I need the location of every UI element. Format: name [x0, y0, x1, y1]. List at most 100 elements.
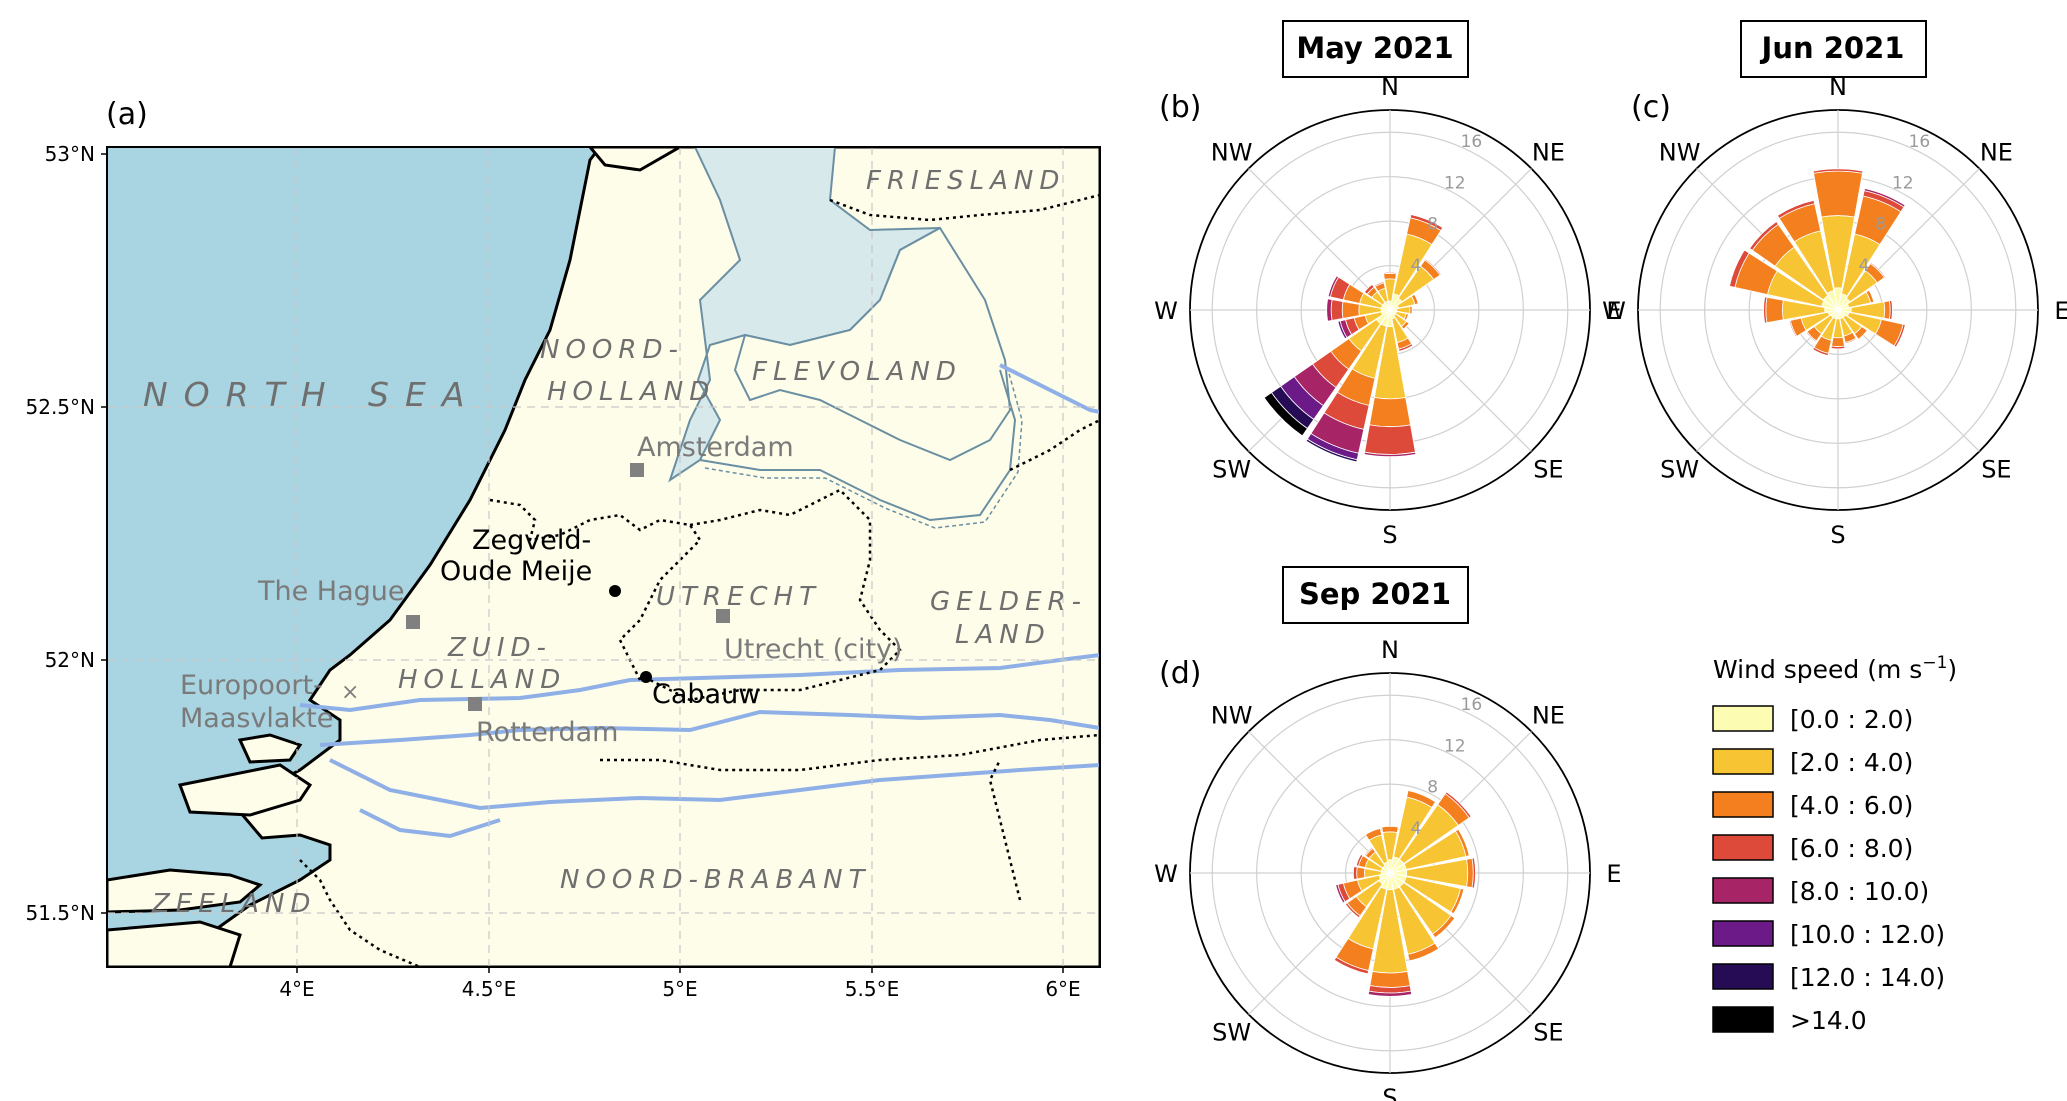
rose-bar-s-bin2 [1831, 336, 1845, 348]
veluwemeer [699, 369, 1017, 522]
dir-label-sw: SW [1212, 455, 1251, 483]
ring-label: 16 [1461, 132, 1483, 152]
dir-label-w: W [1154, 860, 1178, 888]
rose-bar-s-bin2 [1369, 970, 1411, 988]
marker-cabauw [640, 671, 652, 683]
legend-title: Wind speed (m s−1) [1713, 653, 1957, 684]
island-texel [588, 147, 684, 172]
label-europoort-1: Europoort- [180, 670, 323, 701]
dir-label-ne: NE [1980, 139, 2013, 167]
dir-label-sw: SW [1660, 455, 1699, 483]
rose-bar-w-bin2 [1356, 866, 1366, 880]
rose-bar-nne-bin4 [1863, 187, 1906, 208]
rose-ring [1211, 131, 1569, 489]
dir-label-n: N [1381, 636, 1399, 664]
legend: Wind speed (m s−1) [0.0 : 2.0) [2.0 : 4.0… [1712, 653, 1957, 1035]
legend-label-4: [8.0 : 10.0) [1790, 877, 1929, 906]
rose-bar-wnw-bin3 [1355, 853, 1364, 867]
rose-bar-s-bin3 [1830, 345, 1846, 350]
rose-ring [1211, 694, 1569, 1052]
legend-label-2: [4.0 : 6.0) [1790, 791, 1913, 820]
rose-bar-se-bin2 [1432, 915, 1456, 939]
windrose-jun-2021: 4 8 12 16 N NE E SE S SW W NW [1602, 73, 2067, 549]
rose-bar-n-bin2 [1383, 272, 1397, 280]
rose-bar-ne-bin3 [1424, 258, 1442, 276]
lon-label-6: 6°E [1045, 977, 1080, 1001]
rose-bar-s-bin4 [1367, 990, 1413, 997]
rose-bar-n-bin2 [1813, 170, 1863, 218]
rose-bar-e-bin2 [1409, 305, 1413, 315]
rose-bar-ese-bin2 [1450, 888, 1465, 915]
river-4 [359, 808, 501, 839]
rose-bar-wsw-bin5 [1337, 320, 1348, 340]
label-zegveld-2: Oude Meije [440, 556, 592, 587]
rose-bar-n-bin3 [1812, 168, 1864, 174]
label-zuid-holland-1: ZUID- [447, 633, 552, 663]
rose-bar-ssw-bin3 [1812, 346, 1829, 357]
marker-amsterdam [630, 463, 644, 477]
rose-bar-ssw-bin6 [1305, 438, 1358, 463]
dir-label-n: N [1381, 73, 1399, 101]
island-2 [237, 733, 303, 764]
dir-label-se: SE [1533, 455, 1563, 483]
rose-bar-ene-bin2 [1410, 293, 1419, 305]
border-frl [829, 193, 1100, 222]
island-3 [107, 868, 263, 914]
island-1 [177, 763, 313, 817]
rose-bar-sse-bin2 [1407, 942, 1440, 962]
map-border [106, 146, 1101, 968]
rose-bar-wnw-bin4 [1327, 275, 1340, 298]
dir-label-e: E [1606, 297, 1621, 325]
rose-bar-e-bin2 [1883, 300, 1891, 320]
legend-label-7: >14.0 [1790, 1006, 1867, 1035]
legend-swatch-2 [1712, 791, 1774, 818]
border-zeeland [299, 859, 421, 967]
rose-bar-sw-bin3 [1344, 902, 1361, 919]
map-ticks [101, 153, 1064, 973]
legend-swatch-0 [1712, 705, 1774, 732]
rose-bar-sw-bin3 [1805, 331, 1817, 343]
rose-ring [1659, 131, 2017, 489]
rose-bar-ene-bin2 [1865, 289, 1875, 304]
legend-label-1: [2.0 : 4.0) [1790, 748, 1913, 777]
rose-bar-nne-bin2 [1406, 790, 1437, 809]
lon-label-5-5: 5.5°E [845, 977, 899, 1001]
label-amsterdam: Amsterdam [637, 432, 794, 463]
label-rotterdam: Rotterdam [476, 717, 618, 748]
rose-bar-se-bin2 [1853, 325, 1868, 340]
lake-ijsselmeer [668, 147, 941, 483]
ring-label: 12 [1892, 173, 1914, 193]
rose-bar-sse-bin3 [1398, 343, 1414, 352]
rose-bar-n-bin3 [1382, 271, 1398, 275]
map-frame: NORTH SEA FRIESLAND NOORD- HOLLAND FLEVO… [107, 147, 1100, 967]
rose-bar-sw-bin7 [1263, 392, 1308, 437]
ring-label: 16 [1461, 695, 1483, 715]
legend-swatch-1 [1712, 748, 1774, 775]
rose-bar-s-bin2 [1369, 397, 1411, 427]
rose-bar-wsw-bin4 [1335, 883, 1346, 904]
border-utrecht [649, 488, 902, 702]
title-sep-2021: Sep 2021 [1299, 577, 1451, 611]
rose-spoke [1248, 731, 1391, 874]
rose-bar-sse-bin3 [1844, 337, 1858, 345]
rose-bar-ene-bin2 [1454, 828, 1470, 857]
label-zuid-holland-2: HOLLAND [398, 665, 566, 695]
border-gelderland [1009, 418, 1100, 472]
rose-bar-nw-bin3 [1363, 283, 1375, 295]
label-noord-brabant: NOORD-BRABANT [560, 865, 871, 895]
dir-label-sw: SW [1212, 1018, 1251, 1046]
rose-bar-w-bin3 [1763, 296, 1768, 324]
rose-bar-w-bin2 [1765, 296, 1784, 324]
rose-bar-w-bin2 [1341, 301, 1360, 319]
river-1 [299, 653, 1100, 713]
title-box-jun [1740, 20, 1927, 78]
ring-label: 12 [1444, 736, 1466, 756]
lat-label-52-5: 52.5°N [26, 395, 96, 419]
rose-bar-wnw-bin3 [1728, 249, 1750, 288]
dir-label-nw: NW [1211, 702, 1253, 730]
label-friesland: FRIESLAND [866, 166, 1065, 196]
label-the-hague: The Hague [257, 576, 405, 607]
panel-label-c: (c) [1631, 90, 1671, 125]
dir-label-se: SE [1981, 455, 2011, 483]
ring-label: 12 [1444, 173, 1466, 193]
